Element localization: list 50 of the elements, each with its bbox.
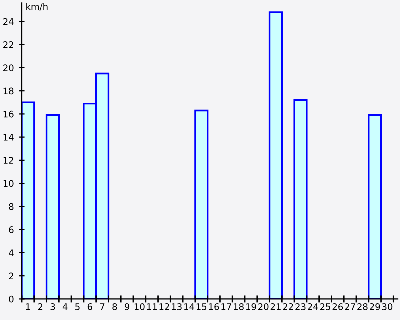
y-axis-title: km/h (26, 3, 48, 11)
x-tick-label: 29 (370, 304, 380, 310)
bar (22, 102, 36, 300)
y-tick-label: 18 (4, 88, 14, 95)
y-tick-label: 0 (9, 296, 14, 303)
y-tick-label: 6 (9, 226, 14, 234)
x-tick-label: 4 (62, 304, 68, 310)
x-tick-label: 23 (296, 304, 306, 310)
x-tick-label: 30 (382, 304, 393, 310)
x-tick-label: 6 (88, 304, 92, 310)
bar (268, 12, 283, 300)
x-tick-label: 26 (332, 304, 344, 310)
x-tick-label: 9 (125, 304, 130, 310)
x-tick-label: 13 (172, 304, 182, 310)
x-tick-label: 11 (147, 304, 157, 310)
bar (194, 110, 209, 300)
x-tick-label: 22 (283, 304, 294, 310)
x-tick-label: 16 (209, 304, 220, 310)
x-tick-label: 2 (38, 304, 43, 310)
y-tick-label: 10 (4, 180, 14, 188)
x-tick-label: 20 (258, 304, 269, 310)
bar (294, 99, 308, 300)
y-tick-label: 16 (4, 110, 14, 118)
x-tick-label: 10 (134, 304, 145, 310)
y-tick-label: 4 (9, 250, 14, 256)
x-tick-label: 5 (76, 304, 80, 310)
x-tick-label: 17 (222, 304, 232, 310)
x-tick-label: 3 (50, 304, 56, 310)
bar (368, 114, 382, 300)
bar (46, 114, 60, 300)
x-tick-label: 15 (196, 304, 207, 310)
x-tick-label: 24 (308, 304, 318, 310)
x-tick-label: 12 (160, 304, 170, 310)
y-tick-label: 22 (4, 42, 14, 48)
y-tick-label: 2 (9, 272, 14, 280)
x-tick-label: 14 (184, 304, 194, 310)
x-tick-label: 25 (320, 304, 330, 310)
x-tick-label: 28 (358, 304, 368, 310)
x-tick-label: 19 (246, 304, 256, 310)
x-tick-label: 21 (270, 304, 281, 310)
y-tick-label: 24 (4, 18, 14, 26)
x-tick-label: 8 (112, 304, 118, 310)
x-tick-label: 7 (100, 304, 105, 310)
x-tick-label: 18 (234, 304, 244, 310)
y-tick-label: 8 (9, 203, 14, 210)
y-tick-label: 14 (4, 134, 14, 141)
x-tick-label: 27 (345, 304, 356, 310)
y-tick-label: 20 (4, 64, 14, 72)
y-tick-label: 12 (4, 157, 14, 164)
x-tick-label: 1 (26, 304, 30, 310)
